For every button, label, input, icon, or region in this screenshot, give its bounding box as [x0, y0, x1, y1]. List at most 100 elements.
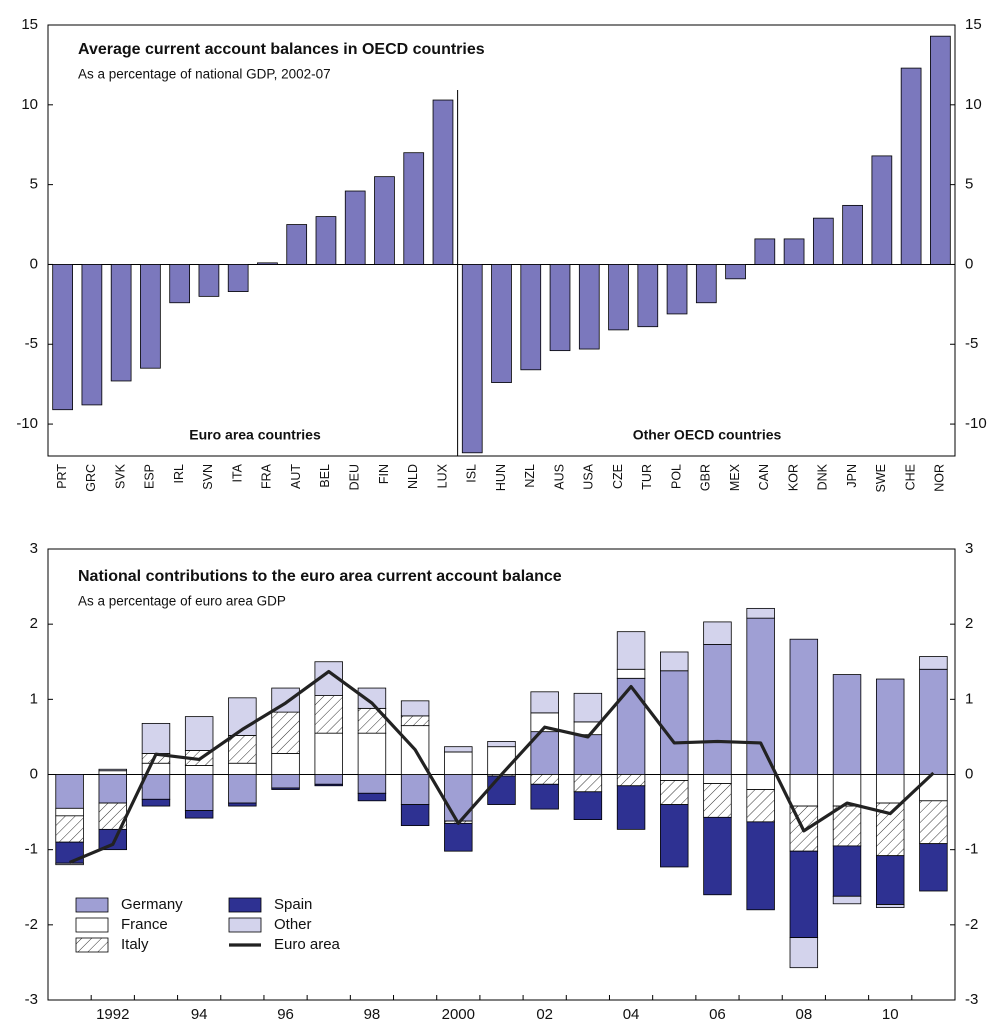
y2-tick-label: 0 [965, 765, 973, 782]
bar [140, 264, 161, 369]
y2-tick-label: -5 [965, 335, 978, 352]
bar-segment [660, 804, 689, 868]
bar-segment [487, 775, 516, 805]
x-tick-label: 98 [364, 1006, 381, 1023]
bar [754, 238, 776, 265]
y-tick-label: 0 [30, 255, 38, 272]
x-tick-label: ESP [143, 464, 157, 489]
bar [52, 264, 73, 411]
bar-segment [400, 774, 430, 805]
bar-segment [400, 715, 430, 727]
y-tick-label: 15 [21, 16, 38, 33]
x-tick-label: 94 [191, 1006, 208, 1023]
bar [403, 152, 425, 265]
bar-segment [703, 621, 732, 645]
bar-segment [573, 734, 603, 775]
bar-segment [98, 828, 128, 851]
x-tick-label: GBR [699, 464, 713, 491]
legend-swatch [75, 937, 109, 953]
x-tick-label: LUX [435, 463, 449, 488]
bar-segment [703, 774, 732, 784]
bar-segment [919, 668, 948, 775]
bar-segment [271, 711, 300, 754]
bar-segment [55, 815, 84, 843]
x-tick-label: SVK [113, 463, 127, 489]
bar-segment [832, 805, 862, 847]
x-tick-label: CZE [611, 464, 625, 489]
y-tick-label: 10 [21, 96, 38, 113]
bar [169, 264, 191, 304]
x-tick-label: PRT [55, 464, 69, 489]
bar-segment [444, 822, 473, 852]
x-tick-label: SVN [201, 464, 215, 490]
x-tick-label: GRC [84, 464, 98, 492]
bar-segment [660, 670, 689, 775]
bar-segment [746, 617, 775, 775]
y-tick-label: -3 [25, 991, 38, 1008]
legend-label: Spain [274, 896, 312, 913]
bar-segment [660, 651, 689, 672]
bar [110, 264, 132, 382]
bar [198, 264, 220, 297]
bar-segment [789, 937, 819, 969]
bar-segment [357, 732, 387, 775]
bar-segment [228, 774, 257, 804]
bar-segment [357, 687, 387, 709]
bar-segment [55, 862, 84, 866]
bar-segment [400, 804, 430, 827]
bar-segment [789, 850, 819, 939]
bar [315, 216, 337, 265]
bar-segment [875, 774, 905, 804]
bar-segment [616, 668, 646, 679]
bar-segment [271, 787, 300, 790]
x-tick-label: 96 [277, 1006, 294, 1023]
y2-tick-label: 3 [965, 540, 973, 557]
bar-segment [919, 656, 948, 670]
bar [783, 238, 805, 265]
bar-segment [314, 732, 343, 775]
x-tick-label: KOR [786, 464, 800, 491]
x-tick-label: 04 [623, 1006, 640, 1023]
bar-segment [228, 735, 257, 764]
bar [871, 155, 893, 265]
legend-swatch [75, 897, 109, 913]
bar-segment [530, 691, 559, 714]
x-tick-label: IRL [172, 464, 186, 484]
bar-segment [746, 789, 775, 823]
bar [842, 204, 863, 265]
bar-segment [271, 753, 300, 775]
x-tick-label: 08 [795, 1006, 812, 1023]
x-tick-label: AUS [552, 464, 566, 490]
x-tick-label: NOR [933, 464, 947, 492]
bar-segment [573, 692, 603, 723]
bar-segment [703, 783, 732, 818]
legend-swatch [228, 897, 262, 913]
x-tick-label: FRA [260, 463, 274, 489]
chart-title: Average current account balances in OECD… [78, 41, 485, 58]
bar [900, 67, 922, 265]
x-tick-label: 1992 [96, 1006, 129, 1023]
x-tick-label: ITA [230, 463, 244, 482]
bar-segment [55, 807, 84, 817]
y-tick-label: 3 [30, 540, 38, 557]
bar [637, 264, 659, 328]
bar-segment [832, 845, 862, 897]
y2-tick-label: 10 [965, 96, 982, 113]
bar-segment [444, 751, 473, 775]
x-tick-label: SWE [874, 464, 888, 492]
x-tick-label: USA [582, 463, 596, 489]
y-tick-label: 1 [30, 690, 38, 707]
bar [520, 264, 542, 371]
y2-tick-label: -3 [965, 991, 978, 1008]
y-tick-label: -10 [16, 415, 38, 432]
bar-segment [314, 695, 343, 734]
bar [608, 264, 629, 331]
bar-segment [487, 746, 516, 775]
bar [725, 264, 746, 280]
bar-segment [832, 895, 862, 905]
legend-label: Euro area [274, 936, 341, 953]
x-tick-label: 2000 [442, 1006, 475, 1023]
y-tick-label: -1 [25, 841, 38, 858]
bar-segment [184, 774, 214, 811]
